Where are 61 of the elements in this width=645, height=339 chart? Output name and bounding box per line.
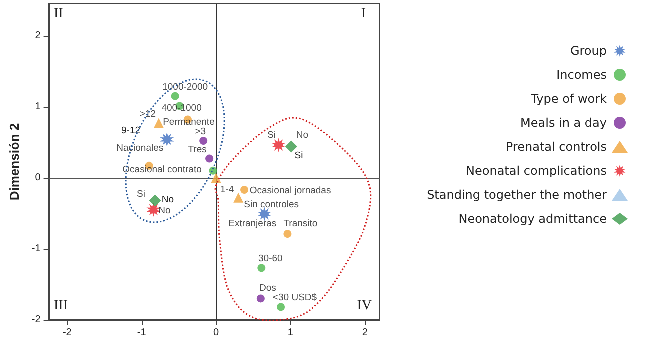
point (256, 294, 265, 303)
legend-label: Incomes (556, 68, 607, 82)
data-label: >3 (195, 126, 206, 138)
legend-label: Neonatal complications (466, 164, 607, 178)
x-tick-label: -1 (137, 328, 147, 338)
legend-label: Group (570, 44, 607, 58)
data-label: No (296, 130, 309, 142)
data-label: 30-60 (258, 254, 283, 265)
legend-label: Prenatal controls (506, 140, 607, 154)
legend-label: Neonatology admittance (458, 212, 607, 226)
annotation: 9-12 (121, 126, 141, 136)
data-label: Nacionales (116, 143, 164, 154)
y-tick-label: 1 (35, 101, 42, 112)
point (240, 186, 249, 194)
point (146, 202, 161, 217)
point (149, 194, 162, 207)
data-label: Tres (188, 144, 208, 156)
annotation: I (361, 6, 366, 22)
data-label: Extranjeras (228, 218, 277, 230)
data-label: Permanente (163, 117, 215, 128)
data-label: Ocasional jornadas (250, 186, 332, 197)
point (284, 230, 292, 238)
data-label: >12 (140, 108, 156, 120)
x-tick-label: 0 (213, 328, 220, 338)
point (258, 264, 266, 272)
point (272, 138, 286, 152)
point (206, 154, 214, 163)
point (234, 192, 244, 203)
point (211, 172, 222, 183)
annotation: IV (357, 298, 372, 314)
data-label: Ocasional contrato (122, 164, 202, 176)
legend-label: Standing together the mother (427, 188, 608, 202)
data-label: 1-4 (220, 184, 234, 196)
legend-label: Meals in a day (520, 116, 607, 130)
x-tick-label: 1 (288, 328, 294, 338)
x-tick-label: -2 (62, 328, 72, 338)
data-label: No (158, 205, 171, 216)
point (171, 92, 180, 100)
annotation: III (54, 298, 68, 314)
annotation: Si (294, 150, 304, 162)
y-axis-title: Dimensión 2 (7, 123, 22, 201)
data-label: Dos (259, 283, 277, 294)
legend-label: Type of work (530, 92, 608, 106)
data-label: 1000-2000 (162, 82, 208, 93)
data-label: 400-1000 (162, 102, 202, 114)
data-label: Transito (284, 218, 318, 230)
data-label: Si (137, 189, 146, 200)
y-tick-label: 0 (35, 172, 42, 184)
annotation: No (162, 194, 174, 206)
point (285, 140, 298, 153)
annotation: II (54, 6, 64, 22)
y-tick-label: 2 (35, 30, 42, 42)
point (154, 118, 164, 128)
data-label: Sin controles (244, 199, 300, 210)
point (200, 137, 208, 146)
point (277, 303, 286, 312)
data-label: <30 USD$ (272, 292, 318, 304)
y-tick-label: -1 (32, 243, 42, 254)
y-tick-label: -2 (32, 314, 42, 326)
data-label: Si (268, 130, 276, 141)
x-tick-label: 2 (362, 328, 368, 338)
